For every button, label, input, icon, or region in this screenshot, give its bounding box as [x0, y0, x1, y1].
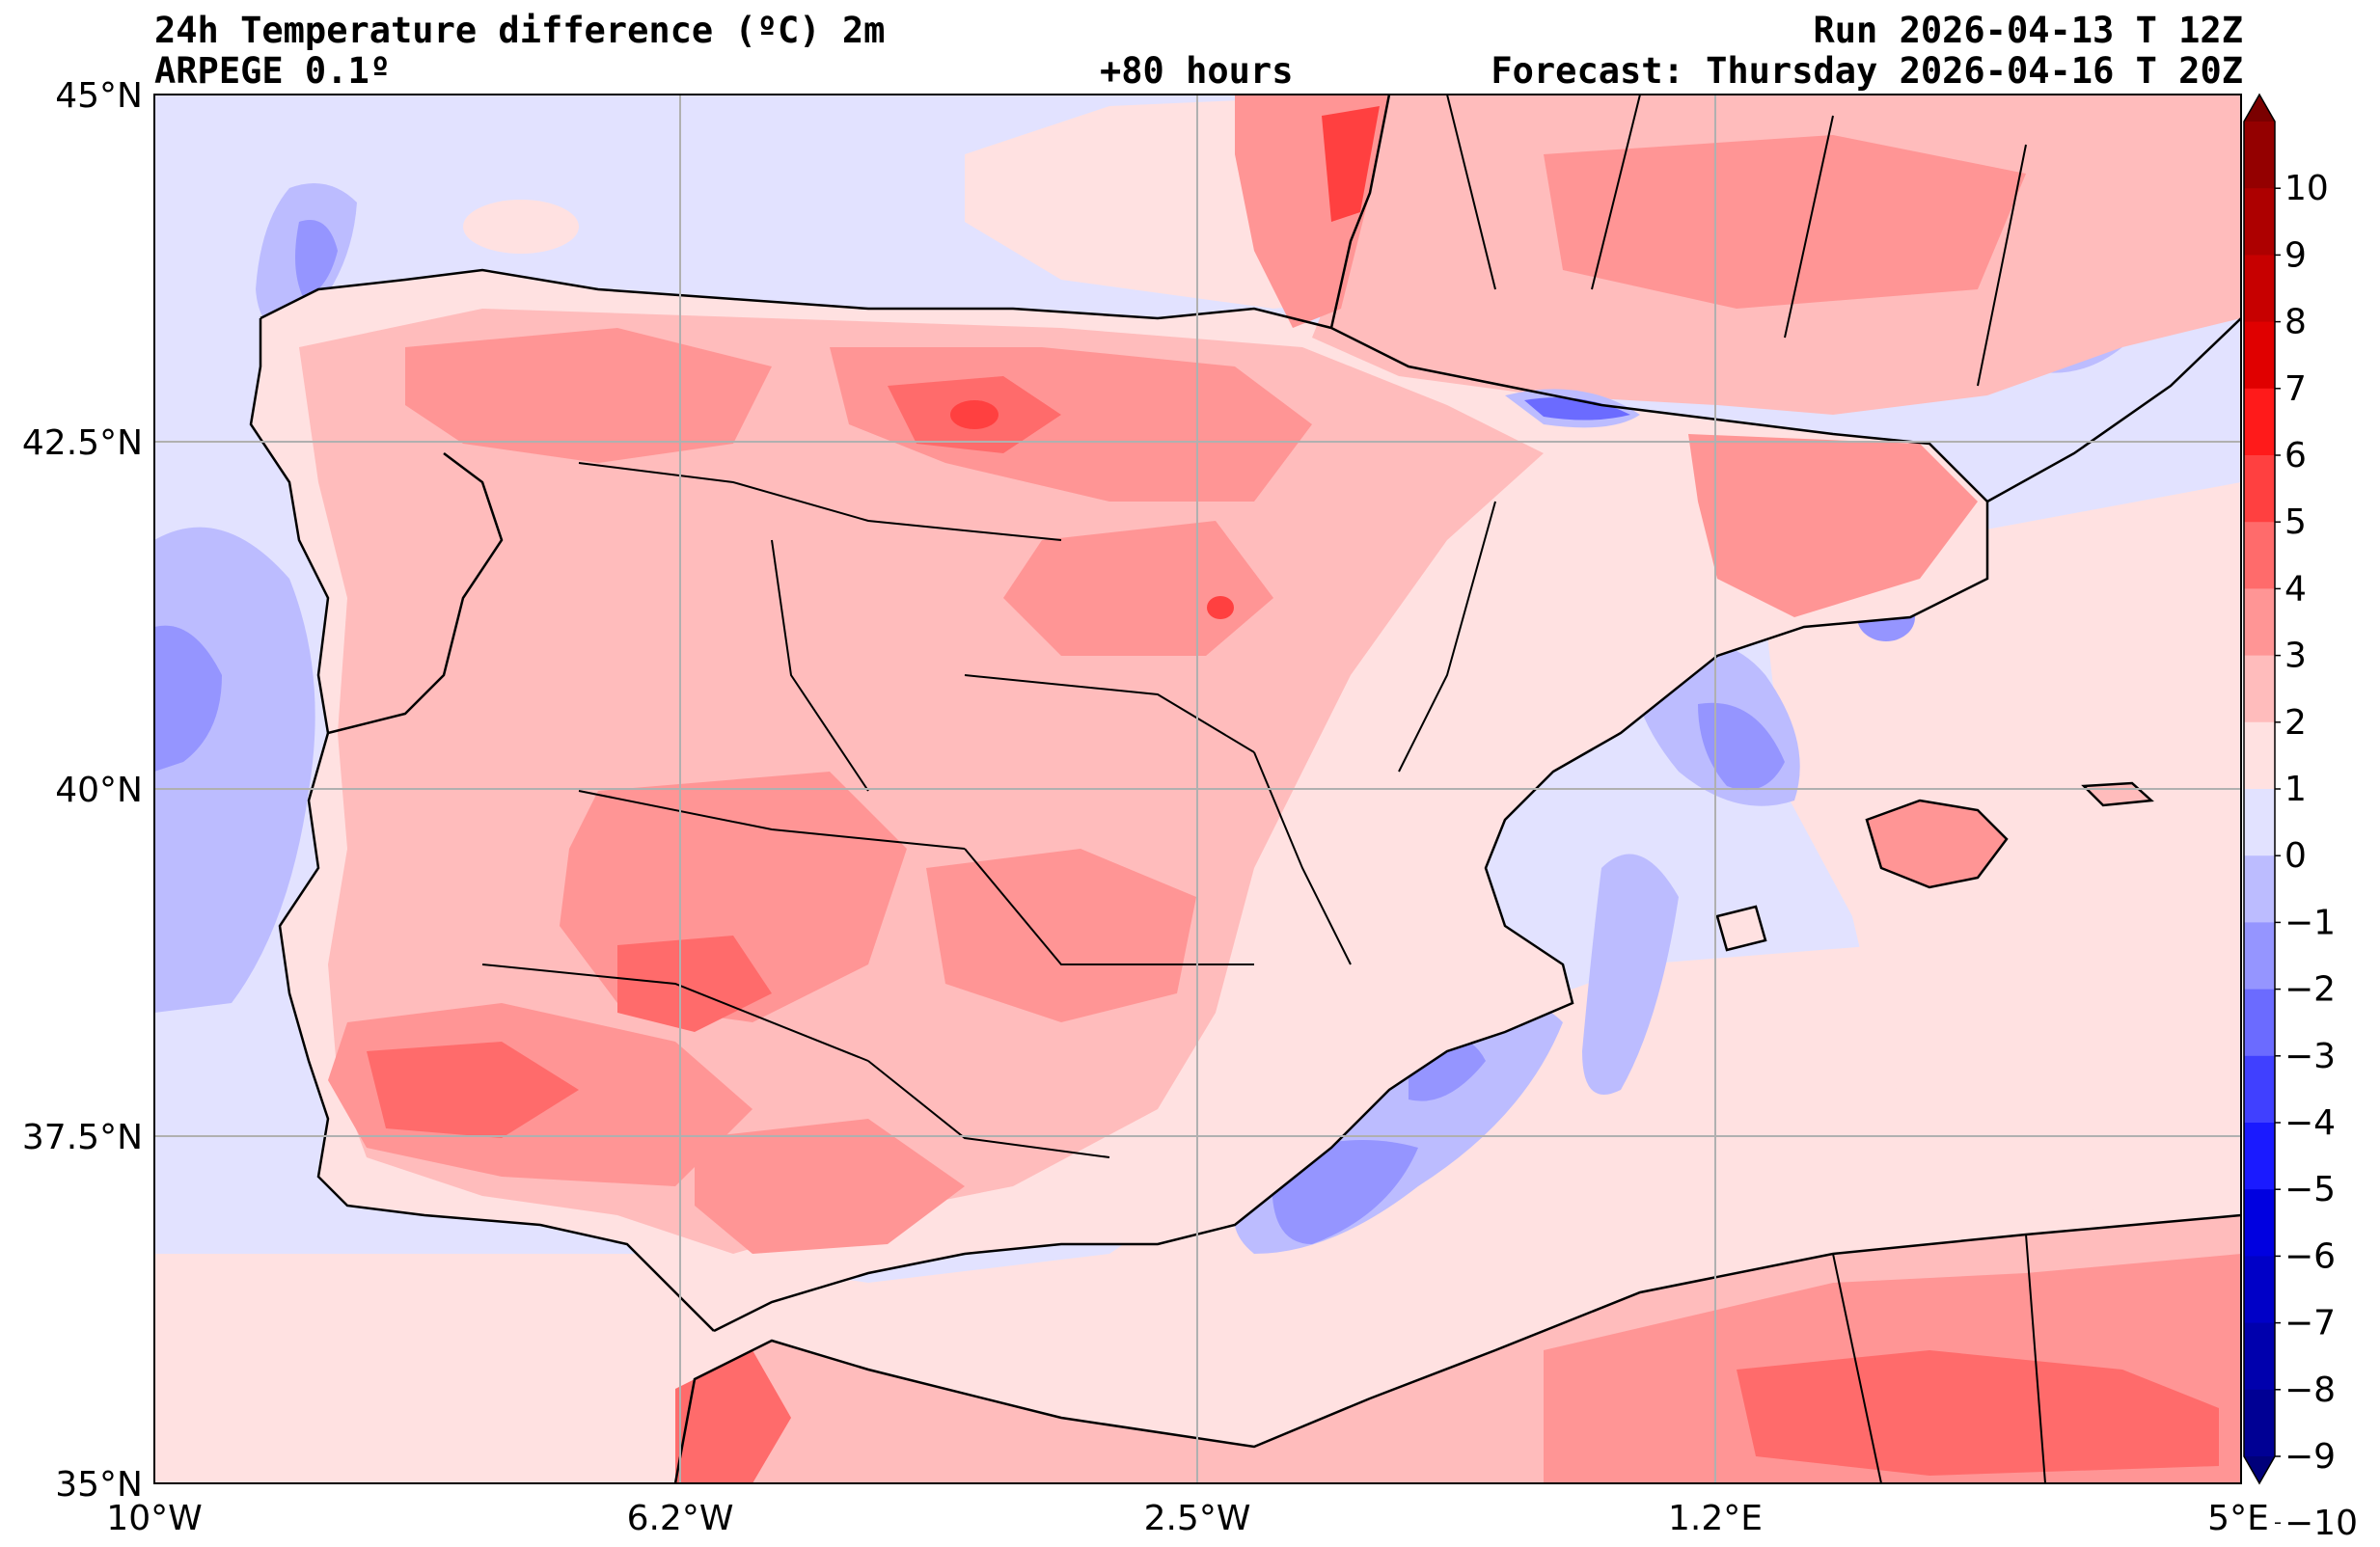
- plot-frame: [153, 94, 2242, 1484]
- lon-label: 5°E: [2207, 1499, 2269, 1538]
- colorbar-label: −6: [2284, 1236, 2336, 1276]
- colorbar-label: −7: [2284, 1304, 2336, 1343]
- warm-core-max-soria: [1207, 596, 1234, 619]
- colorbar-segment: [2244, 1256, 2275, 1324]
- colorbar-label: 7: [2284, 369, 2307, 409]
- warm-area-soria: [1003, 521, 1273, 656]
- african-coast: [673, 1213, 2241, 1483]
- colorbar-label: 1: [2284, 770, 2307, 809]
- colorbar-segment: [2244, 388, 2275, 456]
- colorbar-segment: [2244, 1123, 2275, 1190]
- mallorca: [1865, 799, 2009, 889]
- warm-sea-east: [1765, 482, 2241, 1215]
- colorbar-label: 10: [2284, 169, 2329, 208]
- colorbar-segment: [2244, 989, 2275, 1057]
- lat-label: 40°N: [55, 771, 143, 810]
- ibiza: [1715, 905, 1767, 952]
- colorbar-segment: [2244, 1389, 2275, 1457]
- warm-area-catalonia: [1688, 434, 1978, 617]
- pyrenees-border: [1330, 326, 1757, 426]
- run-time: Run 2026-04-13 T 12Z: [1813, 10, 2243, 51]
- lead-time: +80 hours: [1100, 50, 1294, 92]
- colorbar-segment: [2244, 122, 2275, 189]
- warm-patch-north: [463, 200, 579, 254]
- colorbar-label: 9: [2284, 235, 2307, 275]
- colorbar-segment: [2244, 321, 2275, 390]
- foreign-borders: [1446, 95, 2046, 1483]
- lon-label: 1.2°E: [1668, 1499, 1763, 1538]
- colorbar-label: −2: [2284, 970, 2336, 1010]
- warm-core-landes: [1322, 106, 1380, 222]
- warm-area-morocco: [675, 1350, 791, 1483]
- colorbar: [2243, 93, 2276, 1485]
- colorbar-segment: [2244, 1189, 2275, 1257]
- colorbar-label: −3: [2284, 1037, 2336, 1076]
- colorbar-label: −1: [2284, 903, 2336, 942]
- cantabrian-coast: [260, 268, 1332, 330]
- warm-core-algeria: [1737, 1350, 2219, 1476]
- colorbar-label: 5: [2284, 502, 2307, 542]
- warm-area-la-mancha: [926, 849, 1196, 1022]
- colorbar-segment: [2244, 1055, 2275, 1124]
- colorbar-segment: [2244, 188, 2275, 256]
- warm-core-seville: [367, 1042, 579, 1138]
- province-borders: [481, 462, 1496, 1158]
- cold-core-pyrenees: [1524, 397, 1630, 421]
- colorbar-label: 8: [2284, 303, 2307, 342]
- lon-label: 10°W: [106, 1499, 202, 1538]
- colorbar-extend-top: [2244, 95, 2275, 122]
- french-atlantic-coast: [1329, 95, 1391, 329]
- colorbar-label: 0: [2284, 836, 2307, 876]
- colorbar-label: 6: [2284, 436, 2307, 475]
- colorbar-segment: [2244, 522, 2275, 589]
- colorbar-segment: [2244, 255, 2275, 323]
- cold-patch-balearic-sea: [1582, 854, 1679, 1095]
- colorbar-label: −10: [2284, 1504, 2358, 1543]
- lon-label: 6.2°W: [627, 1499, 734, 1538]
- map-title: 24h Temperature difference (ºC) 2m: [154, 10, 886, 51]
- lon-label: 2.5°W: [1144, 1499, 1251, 1538]
- gulf-of-lion-coast: [1986, 317, 2241, 503]
- colorbar-label: −8: [2284, 1371, 2336, 1410]
- colorbar-segment: [2244, 455, 2275, 523]
- map-plot-area: [154, 95, 2241, 1483]
- colorbar-segment: [2244, 789, 2275, 856]
- forecast-time: Forecast: Thursday 2026-04-16 T 20Z: [1491, 50, 2243, 92]
- gridlines: [154, 95, 2241, 1483]
- portugal-border: [327, 452, 504, 735]
- colorbar-label: 2: [2284, 703, 2307, 743]
- colorbar-label: −5: [2284, 1170, 2336, 1209]
- mediterranean-coast: [713, 422, 1989, 1333]
- colorbar-segment: [2244, 721, 2275, 790]
- colorbar-segment: [2244, 922, 2275, 991]
- coastlines: [249, 95, 2241, 1483]
- lat-label: 35°N: [55, 1465, 143, 1505]
- colorbar-label: 3: [2284, 637, 2307, 676]
- cold-core-atlantic: [154, 625, 222, 772]
- colorbar-label: −4: [2284, 1103, 2336, 1143]
- colorbar-segment: [2244, 855, 2275, 923]
- lat-label: 45°N: [55, 76, 143, 116]
- colorbar-segment: [2244, 588, 2275, 657]
- lat-label: 42.5°N: [22, 423, 143, 463]
- colorbar-segment: [2244, 1322, 2275, 1391]
- atlantic-coast: [249, 318, 715, 1332]
- warm-area-south-france: [1544, 135, 2026, 309]
- cold-core-ebro: [1698, 702, 1785, 791]
- model-name: ARPEGE 0.1º: [154, 50, 392, 92]
- warm-core-max-north: [950, 400, 999, 429]
- warm-area-cordoba: [695, 1119, 965, 1254]
- colorbar-label: −9: [2284, 1437, 2336, 1477]
- colorbar-extend-bottom: [2244, 1456, 2275, 1483]
- lat-label: 37.5°N: [22, 1118, 143, 1157]
- colorbar-label: 4: [2284, 569, 2307, 609]
- cold-core-biscay: [295, 220, 338, 299]
- colorbar-segment: [2244, 655, 2275, 723]
